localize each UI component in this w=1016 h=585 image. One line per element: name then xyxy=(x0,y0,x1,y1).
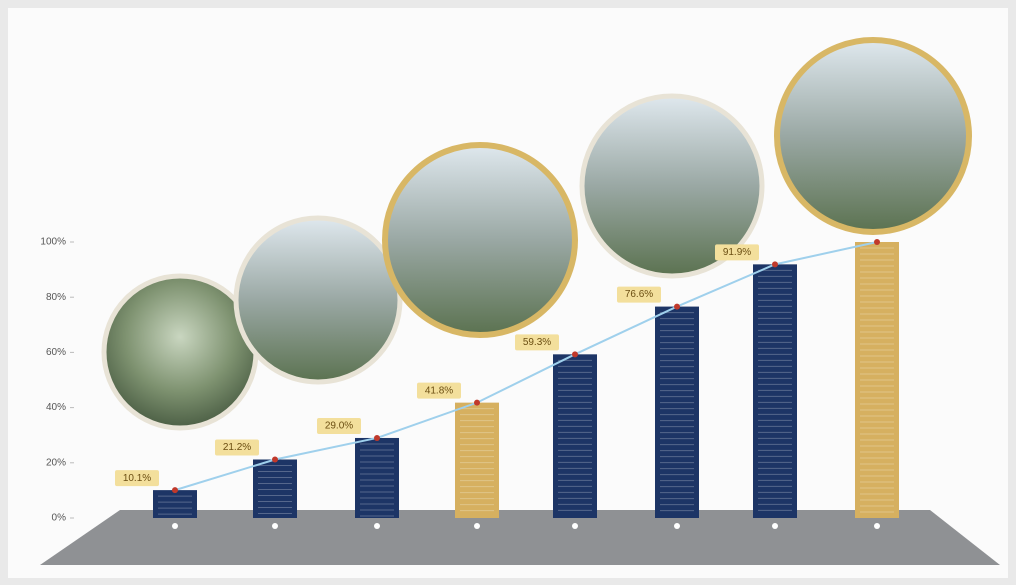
floor xyxy=(40,510,1000,565)
value-label: 59.3% xyxy=(523,337,551,348)
value-label: 21.2% xyxy=(223,442,251,453)
bar xyxy=(655,306,699,518)
y-tick-label: 20% xyxy=(46,457,66,468)
trend-point xyxy=(874,239,880,245)
photo xyxy=(101,273,259,431)
trend-point xyxy=(772,261,778,268)
trend-point xyxy=(572,351,578,358)
bar xyxy=(153,490,197,518)
base-dot xyxy=(272,523,278,529)
base-dot xyxy=(874,523,880,529)
value-label-box xyxy=(715,244,759,261)
photo xyxy=(233,215,403,385)
value-label-box xyxy=(115,470,159,487)
y-tick-label: 60% xyxy=(46,347,66,358)
bar xyxy=(455,402,499,518)
base-dot xyxy=(572,523,578,529)
y-tick-label: 40% xyxy=(46,402,66,413)
bar xyxy=(855,242,899,518)
value-label: 91.9% xyxy=(723,247,751,258)
bar xyxy=(753,264,797,518)
trend-line xyxy=(174,241,878,492)
y-tick-label: 0% xyxy=(52,513,67,524)
value-label: 29.0% xyxy=(325,421,353,432)
photo xyxy=(774,37,972,235)
value-label-box xyxy=(317,417,361,434)
base-dot xyxy=(172,523,178,529)
bar xyxy=(553,354,597,518)
y-tick-label: 80% xyxy=(46,292,66,303)
value-label-box xyxy=(417,382,461,399)
trend-point xyxy=(172,487,178,494)
trend-point xyxy=(272,456,278,463)
base-dot xyxy=(474,523,480,529)
value-label-box xyxy=(617,286,661,303)
y-tick-label: 100% xyxy=(40,237,66,248)
trend-point xyxy=(474,399,480,406)
bar xyxy=(253,459,297,518)
base-dot xyxy=(374,523,380,529)
photo xyxy=(382,142,578,338)
base-dot xyxy=(674,523,680,529)
photo-circles xyxy=(101,37,972,431)
bar xyxy=(355,437,399,518)
value-label: 41.8% xyxy=(425,385,453,396)
base-dot xyxy=(772,523,778,529)
photo xyxy=(579,93,765,279)
value-label-box xyxy=(215,439,259,456)
trend-point xyxy=(674,303,680,310)
trend-point xyxy=(374,434,380,441)
value-label-box xyxy=(515,334,559,351)
value-label: 10.1% xyxy=(123,473,151,484)
value-label: 76.6% xyxy=(625,289,653,300)
